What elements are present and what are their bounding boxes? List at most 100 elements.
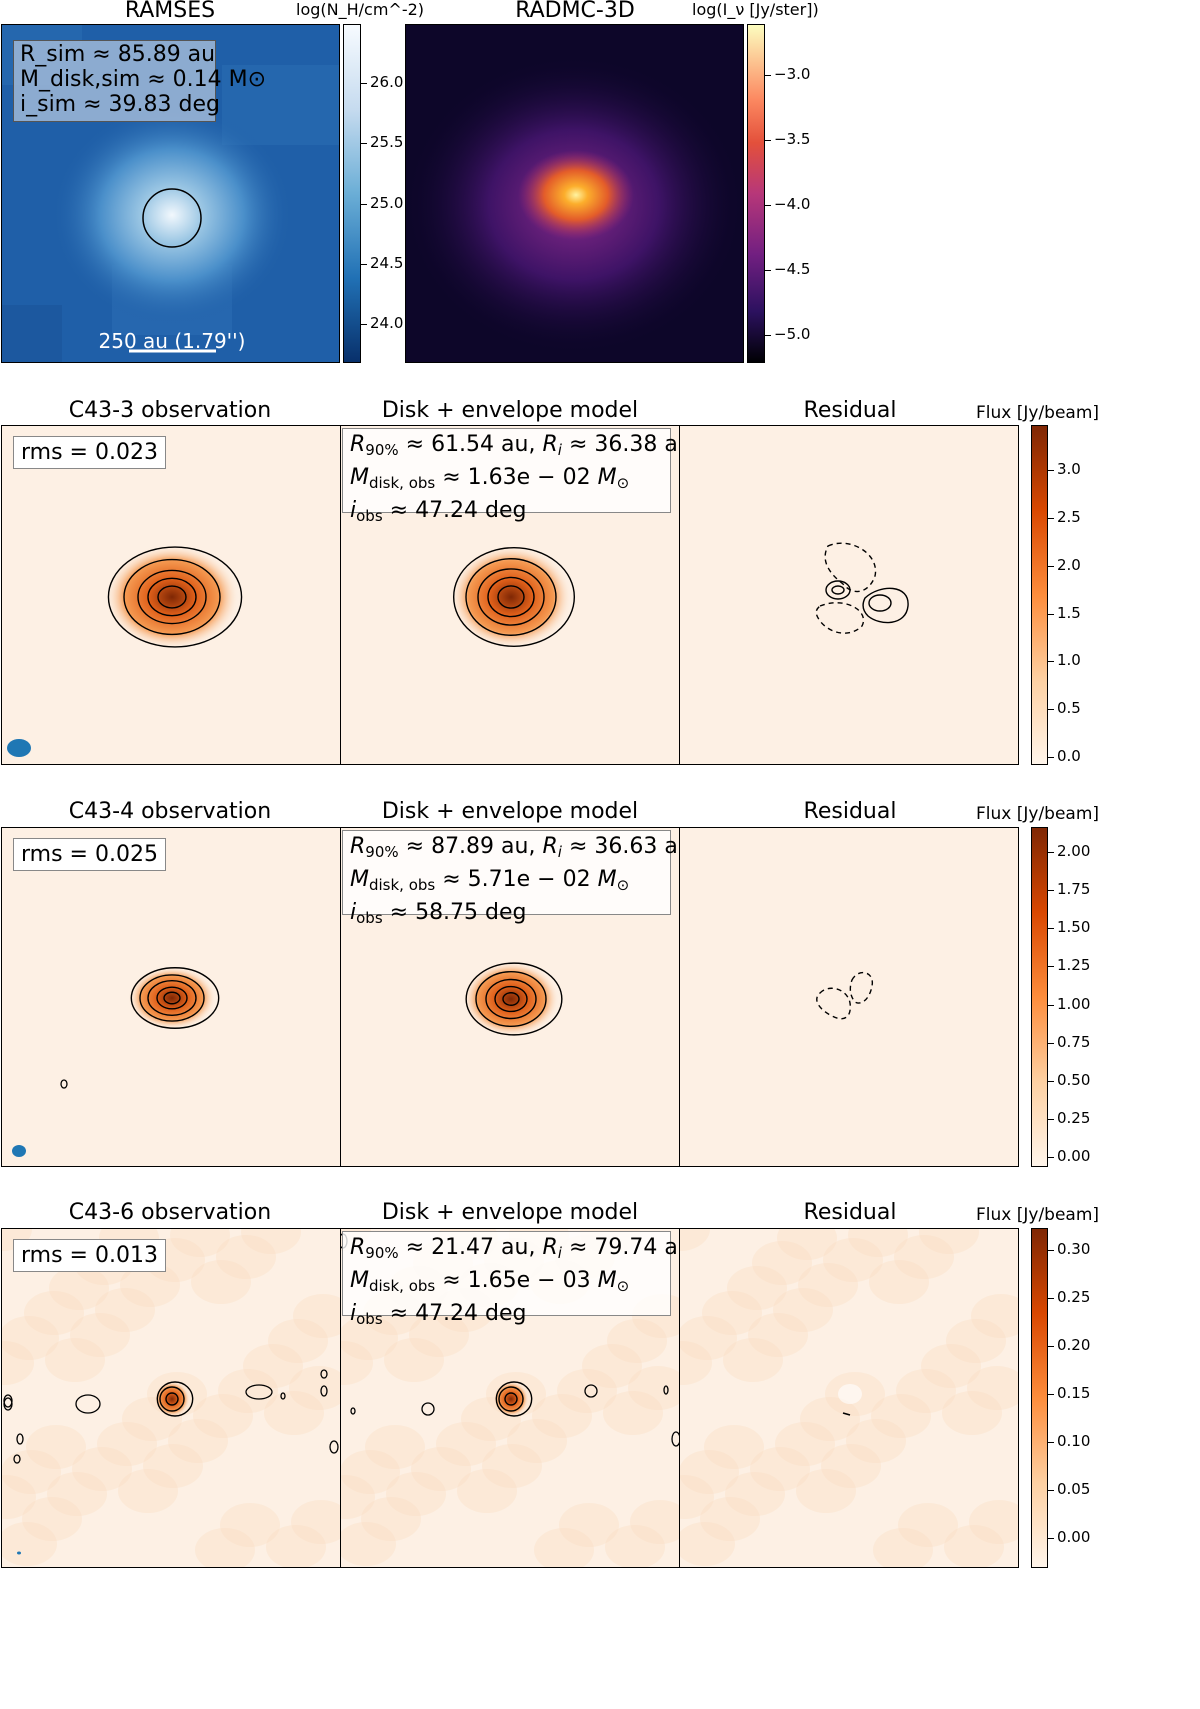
flux-contour bbox=[495, 1381, 533, 1417]
background-noise-patch bbox=[942, 1391, 1002, 1435]
background-noise-patch bbox=[22, 1497, 82, 1541]
mdisk-value: ≈ 1.63e − 02 bbox=[442, 465, 591, 490]
noise-contour bbox=[329, 1440, 339, 1454]
radmc-colorbar-tick-label: −3.5 bbox=[774, 130, 811, 148]
flux-colorbar-tick-mark bbox=[1048, 1118, 1054, 1120]
background-noise-patch bbox=[2, 1316, 59, 1360]
background-noise-patch bbox=[898, 1503, 958, 1547]
background-noise-patch bbox=[168, 1419, 228, 1463]
observation-title: C43-3 observation bbox=[68, 398, 272, 423]
background-noise-patch bbox=[823, 1238, 883, 1282]
observation-panel: rms = 0.023 bbox=[1, 425, 341, 765]
background-noise-patch bbox=[871, 1394, 931, 1438]
flux-colorbar bbox=[1031, 1228, 1048, 1568]
radmc-colorbar-tick-mark bbox=[765, 140, 771, 141]
observation-title: C43-4 observation bbox=[68, 799, 272, 824]
flux-colorbar-tick-mark bbox=[1048, 613, 1054, 615]
background-noise-patch bbox=[293, 1294, 340, 1338]
noise-contour bbox=[245, 1384, 273, 1400]
background-noise-patch bbox=[386, 1472, 446, 1516]
flux-colorbar-tick-mark bbox=[1048, 852, 1054, 853]
flux-contour bbox=[487, 576, 535, 618]
radius-line: R90% ≈ 87.89 au, Ri ≈ 36.63 au bbox=[350, 833, 679, 866]
negative-residual-contour bbox=[824, 542, 877, 593]
background-noise-patch bbox=[680, 1450, 739, 1494]
flux-colorbar-tick-label: 0.5 bbox=[1057, 699, 1081, 718]
flux-colorbar-tick-label: 0.00 bbox=[1057, 1147, 1091, 1165]
ri-value: ≈ 36.38 au bbox=[568, 432, 680, 457]
background-noise-patch bbox=[869, 1260, 929, 1304]
background-noise-patch bbox=[26, 1425, 86, 1469]
negative-residual-contour bbox=[849, 971, 873, 1004]
beam-ellipse bbox=[17, 1551, 21, 1555]
noise-contour bbox=[3, 1397, 13, 1411]
background-noise-patch bbox=[384, 1338, 444, 1382]
ramses-colorbar-tick-mark bbox=[361, 324, 367, 325]
background-noise-patch bbox=[800, 1397, 860, 1441]
inclination-line: iobs ≈ 58.75 deg bbox=[350, 900, 527, 927]
flux-colorbar-label: Flux [Jy/beam] bbox=[976, 804, 1100, 824]
background-noise-patch bbox=[796, 1469, 856, 1513]
radmc-colorbar-tick-mark bbox=[765, 335, 771, 336]
background-noise-patch bbox=[482, 1444, 542, 1488]
flux-colorbar-tick-label: 0.75 bbox=[1057, 1032, 1091, 1051]
flux-colorbar-tick-mark bbox=[1048, 928, 1054, 930]
background-noise-patch bbox=[72, 1447, 132, 1491]
background-noise-patch bbox=[944, 1525, 1004, 1567]
ramses-colorbar-tick-label: 24.0 bbox=[370, 314, 404, 332]
flux-colorbar-tick-mark bbox=[1048, 966, 1054, 968]
flux-contour bbox=[497, 585, 525, 609]
flux-colorbar bbox=[1031, 827, 1048, 1167]
radmc-colorbar-label: log(I_ν [Jy/ster]) bbox=[692, 0, 819, 19]
background-noise-patch bbox=[2, 1341, 34, 1385]
ramses-colorbar-tick-mark bbox=[361, 203, 367, 205]
background-noise-patch bbox=[777, 1229, 837, 1260]
beam-ellipse bbox=[12, 1145, 26, 1157]
flux-colorbar-tick-label: 0.20 bbox=[1057, 1336, 1091, 1354]
flux-contour bbox=[159, 1386, 185, 1412]
noise-contour bbox=[350, 1407, 356, 1415]
residual-spot bbox=[838, 1384, 862, 1404]
flux-contour bbox=[502, 992, 520, 1006]
background-noise-patch bbox=[70, 1313, 130, 1357]
flux-colorbar-tick-label: 0.25 bbox=[1057, 1108, 1091, 1127]
background-noise-patch bbox=[24, 1291, 84, 1335]
flux-colorbar-tick-mark bbox=[1048, 1080, 1054, 1082]
noise-contour bbox=[280, 1392, 286, 1400]
radmc-colorbar-tick-label: −3.0 bbox=[774, 65, 811, 83]
m-disk-sim-text: M_disk,sim ≈ 0.14 M⊙ bbox=[20, 67, 267, 92]
background-noise-patch bbox=[170, 1229, 230, 1257]
ramses-title: RAMSES bbox=[124, 0, 216, 23]
emission-blob bbox=[127, 966, 217, 1030]
background-noise-patch bbox=[680, 1341, 712, 1385]
radius-line: R90% ≈ 61.54 au, Ri ≈ 36.38 au bbox=[350, 431, 679, 464]
rms-box: rms = 0.023 bbox=[13, 436, 166, 469]
flux-colorbar-tick-label: 0.05 bbox=[1057, 1480, 1091, 1498]
background-noise-patch bbox=[967, 1366, 1018, 1410]
positive-residual-contour bbox=[831, 585, 845, 595]
background-noise-patch bbox=[341, 1522, 396, 1566]
background-noise-patch bbox=[775, 1422, 835, 1466]
background-noise-patch bbox=[750, 1447, 810, 1491]
noise-contour bbox=[13, 1454, 21, 1464]
fit-parameters-box: R90% ≈ 21.47 au, Ri ≈ 79.74 au Mdisk, obs… bbox=[342, 1231, 679, 1328]
flux-colorbar-label: Flux [Jy/beam] bbox=[976, 1205, 1100, 1225]
background-noise-patch bbox=[2, 1475, 36, 1519]
noise-contour bbox=[320, 1385, 328, 1397]
flux-colorbar-tick-mark bbox=[1048, 1004, 1054, 1006]
noise-contour bbox=[60, 1079, 68, 1089]
flux-contour bbox=[498, 1386, 524, 1412]
background-noise-patch bbox=[436, 1422, 496, 1466]
flux-colorbar-label: Flux [Jy/beam] bbox=[976, 403, 1100, 423]
background-noise-patch bbox=[557, 1369, 617, 1413]
radmc-colorbar-tick-mark bbox=[765, 270, 771, 271]
flux-colorbar-tick-label: 1.0 bbox=[1057, 651, 1081, 670]
background-noise-patch bbox=[218, 1369, 278, 1413]
background-noise-patch bbox=[191, 1260, 251, 1304]
model-panel: R90% ≈ 87.89 au, Ri ≈ 36.63 au Mdisk, obs… bbox=[340, 827, 680, 1167]
background-noise-patch bbox=[243, 1344, 303, 1388]
iobs-value: ≈ 58.75 deg bbox=[389, 900, 527, 925]
model-panel: R90% ≈ 61.54 au, Ri ≈ 36.38 au Mdisk, obs… bbox=[340, 425, 680, 765]
flux-colorbar-tick-label: 2.00 bbox=[1057, 842, 1091, 860]
background-noise-patch bbox=[680, 1475, 714, 1519]
